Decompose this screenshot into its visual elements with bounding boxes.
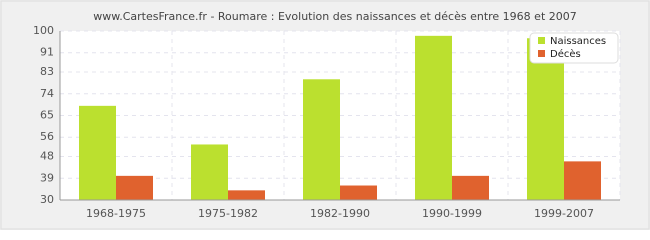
x-tick-label: 1968-1975 xyxy=(86,207,146,220)
legend-label: Décès xyxy=(550,48,581,60)
y-tick-label: 83 xyxy=(40,65,54,78)
frame xyxy=(0,0,650,230)
bar xyxy=(79,105,116,200)
y-tick-label: 39 xyxy=(40,171,54,184)
y-tick-label: 91 xyxy=(40,46,54,59)
legend-swatch xyxy=(538,37,545,44)
y-tick-label: 48 xyxy=(40,150,54,163)
x-tick-label: 1975-1982 xyxy=(198,207,258,220)
x-tick-label: 1982-1990 xyxy=(310,207,370,220)
legend-label: Naissances xyxy=(550,36,606,47)
bar xyxy=(452,175,489,200)
chart-title: www.CartesFrance.fr - Roumare : Evolutio… xyxy=(93,10,577,23)
y-tick-label: 100 xyxy=(33,24,54,37)
x-tick-label: 1990-1999 xyxy=(422,207,482,220)
bar xyxy=(340,185,377,200)
y-tick-label: 56 xyxy=(40,130,54,143)
y-tick-label: 65 xyxy=(40,109,54,122)
bar xyxy=(415,35,452,201)
bar xyxy=(303,79,340,200)
chart: www.CartesFrance.fr - Roumare : Evolutio… xyxy=(0,0,650,230)
bar xyxy=(191,144,228,200)
legend-swatch xyxy=(538,50,545,57)
bar xyxy=(527,38,564,200)
bar xyxy=(564,161,601,200)
bar xyxy=(116,175,153,200)
bar xyxy=(228,190,265,200)
y-tick-label: 30 xyxy=(40,193,54,206)
y-tick-label: 74 xyxy=(40,87,54,100)
legend-box xyxy=(529,32,619,64)
x-tick-label: 1999-2007 xyxy=(534,207,594,220)
